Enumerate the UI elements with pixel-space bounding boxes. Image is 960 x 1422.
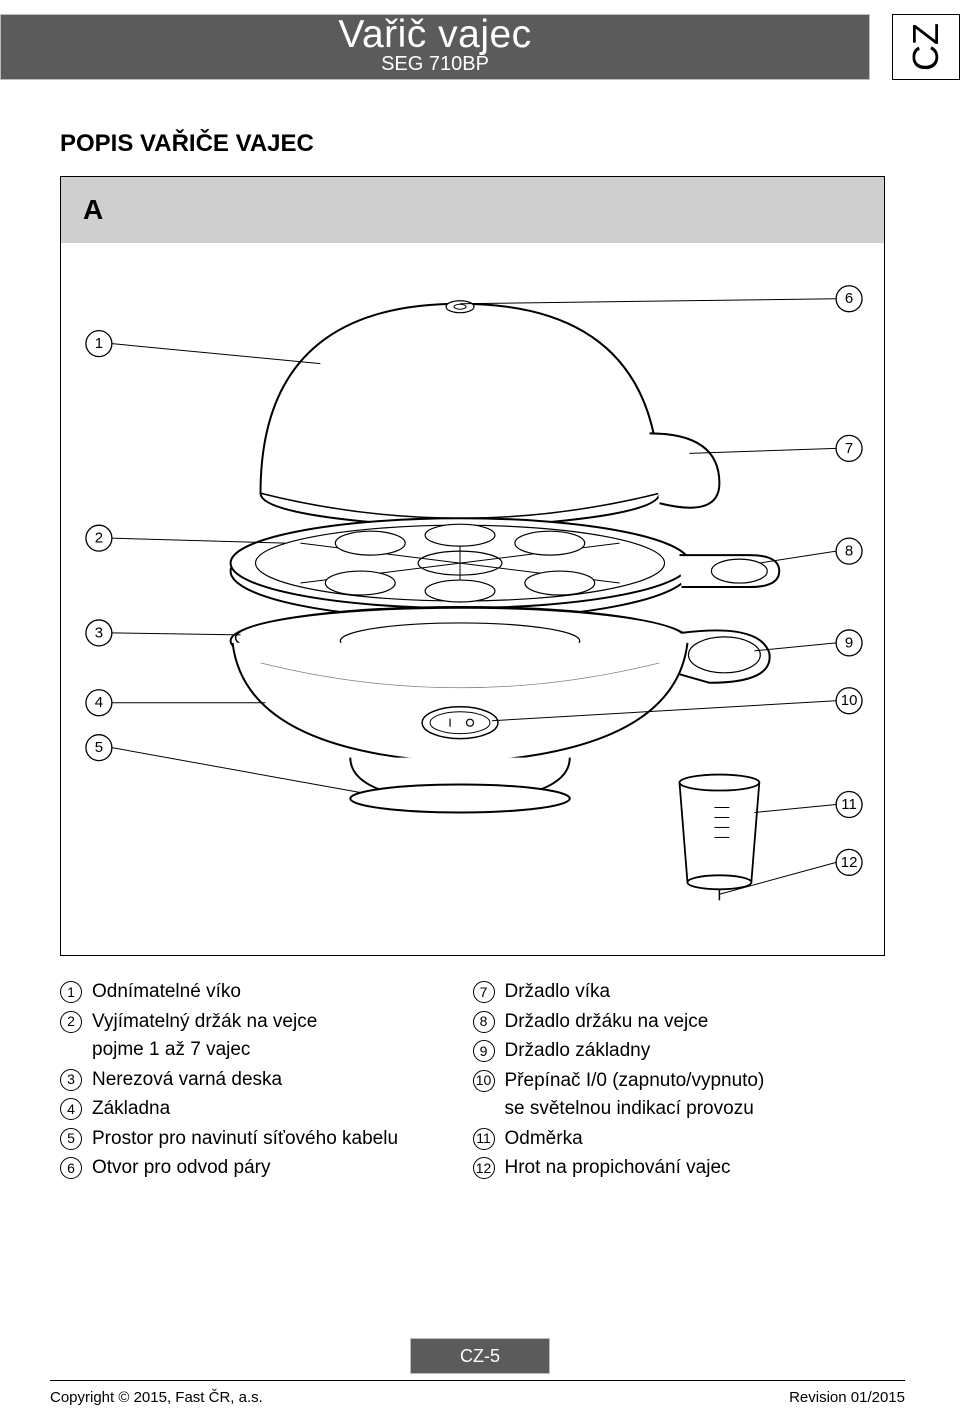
legend-item: 7 Držadlo víka [473,978,886,1007]
legend-text: Prostor pro navinutí síťového kabelu [92,1125,473,1154]
egg-cooker-diagram: 123456789101112 [61,243,884,957]
svg-text:5: 5 [95,739,103,756]
legend-number: 9 [473,1040,495,1062]
svg-text:6: 6 [845,290,853,307]
legend-text: Odnímatelné víko [92,978,473,1007]
header: Vařič vajec SEG 710BP CZ [0,0,960,90]
legend-number: 6 [60,1157,82,1179]
legend-number: 3 [60,1069,82,1091]
svg-text:12: 12 [841,854,858,871]
section-title: POPIS VAŘIČE VAJEC [60,130,885,158]
legend-item: 11 Odměrka [473,1125,886,1154]
legend-item: 5 Prostor pro navinutí síťového kabelu [60,1125,473,1154]
svg-text:10: 10 [841,692,858,709]
legend-item: 3 Nerezová varná deska [60,1066,473,1095]
diagram-frame: A [60,176,885,956]
legend-number: 1 [60,981,82,1003]
legend-text: Otvor pro odvod páry [92,1154,473,1183]
legend-item: 9 Držadlo základny [473,1037,886,1066]
diagram-label: A [61,177,884,243]
header-title-bar: Vařič vajec SEG 710BP [0,14,870,80]
legend: 1 Odnímatelné víko 2 Vyjímatelný držák na v… [60,978,885,1184]
legend-number: 11 [473,1128,495,1150]
product-title: Vařič vajec [1,13,869,57]
legend-item: 4 Základna [60,1095,473,1124]
svg-text:3: 3 [95,624,103,641]
legend-text: Nerezová varná deska [92,1066,473,1095]
copyright: Copyright © 2015, Fast ČR, a.s. [50,1389,263,1406]
legend-number: 4 [60,1098,82,1120]
legend-text: Odměrka [505,1125,886,1154]
manual-page: Vařič vajec SEG 710BP CZ POPIS VAŘIČE VA… [0,0,960,1422]
legend-col-left: 1 Odnímatelné víko 2 Vyjímatelný držák na v… [60,978,473,1184]
revision: Revision 01/2015 [789,1389,905,1406]
language-badge: CZ [892,14,960,80]
page-number: CZ-5 [410,1338,550,1374]
legend-item: 8 Držadlo držáku na vejce [473,1008,886,1037]
svg-text:4: 4 [95,694,103,711]
legend-item: 1 Odnímatelné víko [60,978,473,1007]
language-code: CZ [905,23,947,71]
legend-text: Držadlo základny [505,1037,886,1066]
legend-item: 12 Hrot na propichování vajec [473,1154,886,1183]
legend-item: 6 Otvor pro odvod páry [60,1154,473,1183]
svg-text:2: 2 [95,530,103,547]
legend-text: Vyjímatelný držák na vejce pojme 1 až 7 … [92,1008,473,1065]
legend-item: 2 Vyjímatelný držák na vejce pojme 1 až 7… [60,1008,473,1065]
footer: Copyright © 2015, Fast ČR, a.s. Revision… [50,1389,905,1406]
svg-text:11: 11 [841,796,857,813]
legend-number: 2 [60,1011,82,1033]
svg-text:7: 7 [845,440,853,457]
footer-rule [50,1380,905,1381]
legend-number: 10 [473,1070,495,1092]
legend-col-right: 7 Držadlo víka 8 Držadlo držáku na vejce 9 Dr… [473,978,886,1184]
legend-item: 10 Přepínač I/0 (zapnuto/vypnuto) se svět… [473,1067,886,1124]
legend-number: 12 [473,1157,495,1179]
svg-text:1: 1 [95,335,103,352]
svg-text:9: 9 [845,634,853,651]
legend-text: Základna [92,1095,473,1124]
product-model: SEG 710BP [1,53,869,76]
legend-text: Přepínač I/0 (zapnuto/vypnuto) se světel… [505,1067,886,1124]
lid [261,301,720,528]
legend-text: Držadlo držáku na vejce [505,1008,886,1037]
egg-tray [231,518,780,619]
legend-text: Hrot na propichování vajec [505,1154,886,1183]
legend-text: Držadlo víka [505,978,886,1007]
svg-text:8: 8 [845,543,853,560]
measuring-cup [679,775,759,901]
legend-number: 7 [473,981,495,1003]
legend-number: 8 [473,1011,495,1033]
content: POPIS VAŘIČE VAJEC A [60,130,885,1184]
legend-number: 5 [60,1128,82,1150]
